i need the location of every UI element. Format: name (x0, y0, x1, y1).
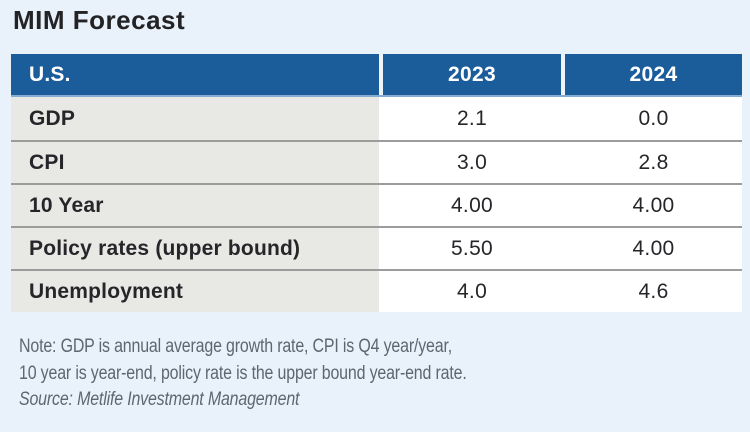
cell-2023-value: 5.50 (383, 228, 561, 269)
row-label: Policy rates (upper bound) (11, 228, 379, 269)
page-title: MIM Forecast (13, 5, 186, 35)
cell-2023-value: 3.0 (383, 142, 561, 183)
footnote: Note: GDP is annual average growth rate,… (19, 334, 552, 414)
table-row-gdp: GDP 2.1 0.0 (11, 97, 742, 140)
cell-2024-value: 2.8 (565, 142, 742, 183)
row-label: GDP (11, 97, 379, 140)
table-row-unemployment: Unemployment 4.0 4.6 (11, 269, 742, 312)
cell-2024-value: 0.0 (565, 97, 742, 140)
source-line: Source: Metlife Investment Management (19, 389, 300, 410)
header-cell-2023: 2023 (383, 54, 561, 95)
cell-2023-value: 4.00 (383, 185, 561, 226)
row-label: 10 Year (11, 185, 379, 226)
footnote-line-2: 10 year is year-end, policy rate is the … (19, 362, 467, 384)
row-label: CPI (11, 142, 379, 183)
row-label: Unemployment (11, 271, 379, 312)
header-cell-2024: 2024 (565, 54, 742, 95)
cell-2024-value: 4.6 (565, 271, 742, 312)
forecast-table: U.S. 2023 2024 GDP 2.1 0.0 CPI 3.0 2.8 1… (11, 54, 742, 312)
table-row-policy-rates: Policy rates (upper bound) 5.50 4.00 (11, 226, 742, 269)
cell-2023-value: 4.0 (383, 271, 561, 312)
cell-2024-value: 4.00 (565, 185, 742, 226)
cell-2023-value: 2.1 (383, 97, 561, 140)
footnote-line-1: Note: GDP is annual average growth rate,… (19, 336, 453, 357)
header-cell-region: U.S. (11, 54, 379, 95)
table-row-cpi: CPI 3.0 2.8 (11, 140, 742, 183)
table-row-10-year: 10 Year 4.00 4.00 (11, 183, 742, 226)
table-header-row: U.S. 2023 2024 (11, 54, 742, 97)
cell-2024-value: 4.00 (565, 228, 742, 269)
